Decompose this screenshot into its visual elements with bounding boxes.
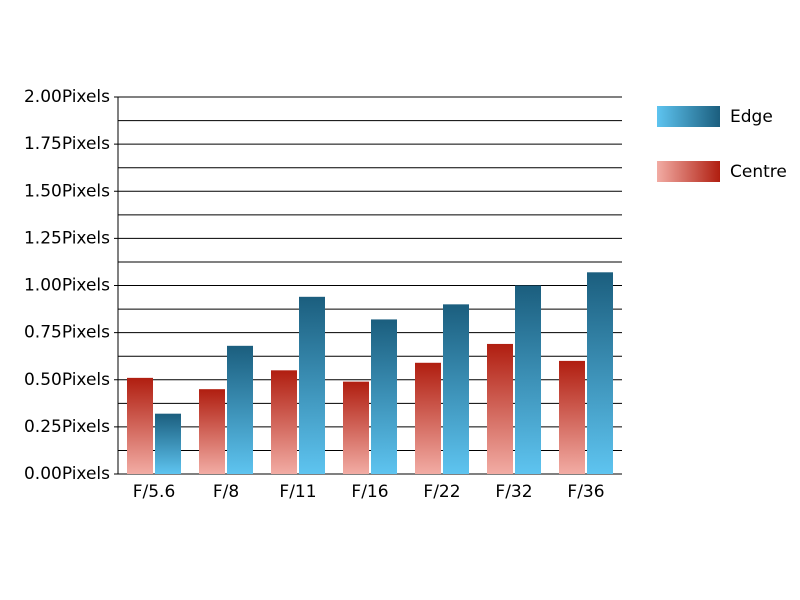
x-tick-label: F/22 [423, 482, 460, 502]
bar [199, 389, 225, 474]
y-tick-label: 0.00Pixels [24, 464, 110, 484]
bar [155, 413, 181, 474]
bar [299, 296, 325, 474]
bar [443, 304, 469, 474]
y-tick-label: 0.50Pixels [24, 370, 110, 390]
bar [343, 381, 369, 474]
legend-label: Edge [730, 107, 773, 127]
y-tick-label: 0.75Pixels [24, 323, 110, 343]
y-tick-label: 0.25Pixels [24, 417, 110, 437]
x-tick-label: F/16 [351, 482, 388, 502]
x-tick-label: F/36 [567, 482, 604, 502]
legend-swatch [657, 106, 720, 127]
y-tick-label: 2.00Pixels [24, 87, 110, 107]
bar [587, 272, 613, 474]
x-tick-label: F/8 [213, 482, 239, 502]
x-tick-label: F/11 [279, 482, 316, 502]
bar [227, 345, 253, 474]
y-tick-label: 1.25Pixels [24, 228, 110, 248]
y-tick-label: 1.75Pixels [24, 134, 110, 154]
bar [127, 377, 153, 474]
y-tick-label: 1.50Pixels [24, 181, 110, 201]
bar [371, 319, 397, 474]
bar [271, 370, 297, 474]
x-tick-label: F/5.6 [133, 482, 176, 502]
bar [515, 285, 541, 474]
legend-label: Centre [730, 162, 787, 182]
bar [415, 362, 441, 474]
x-tick-label: F/32 [495, 482, 532, 502]
bar [487, 343, 513, 474]
y-tick-label: 1.00Pixels [24, 276, 110, 296]
legend-swatch [657, 161, 720, 182]
bar [559, 360, 585, 474]
